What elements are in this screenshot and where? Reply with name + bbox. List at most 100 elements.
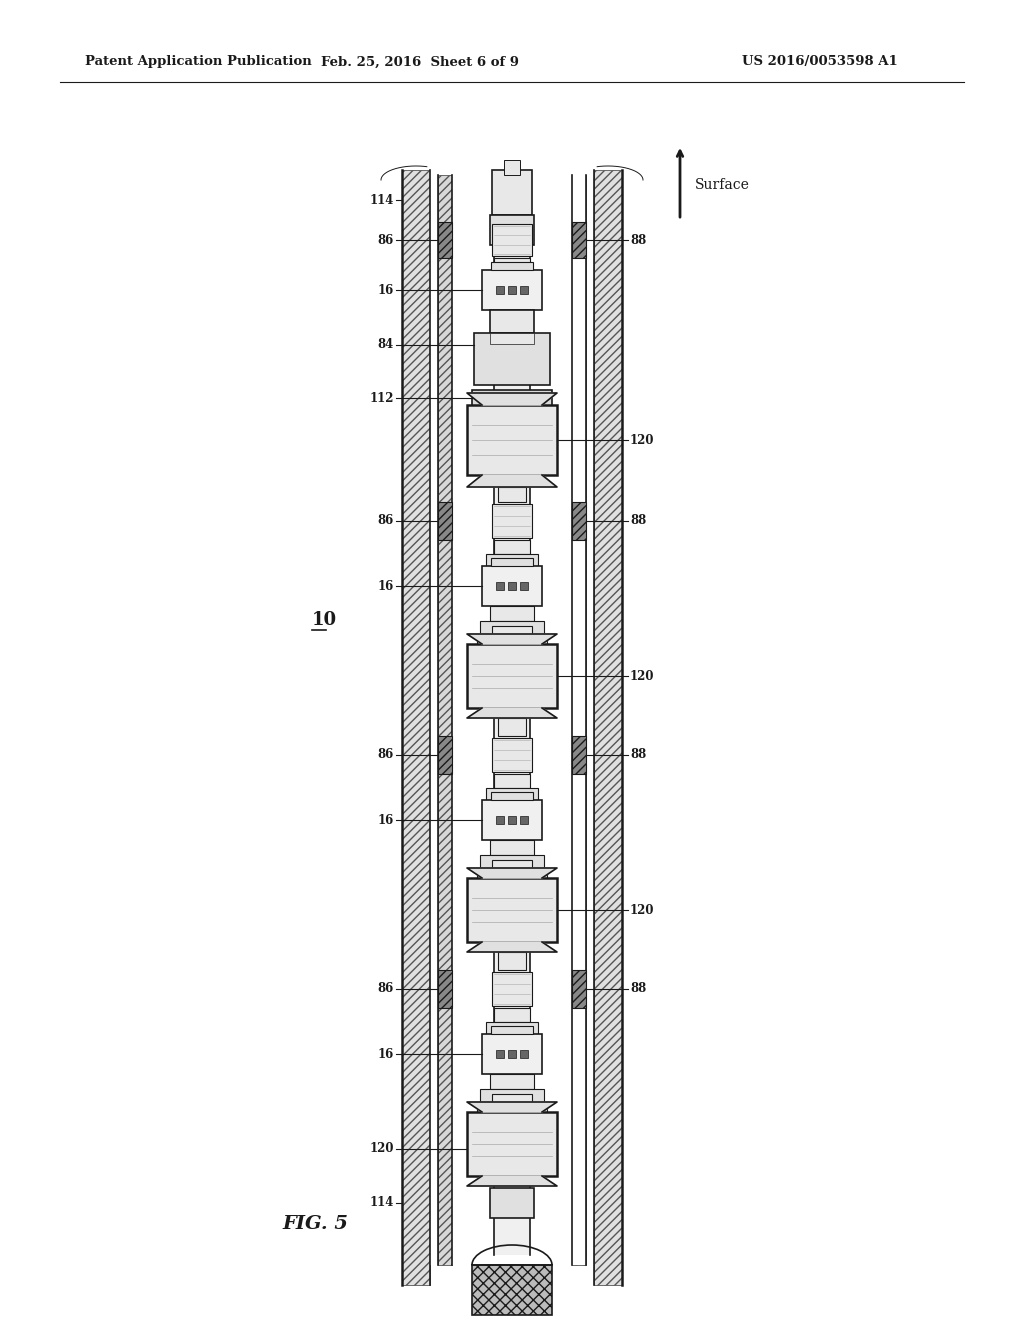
Bar: [438, 970, 452, 1008]
Bar: [594, 170, 622, 1284]
Bar: [490, 215, 534, 246]
Bar: [508, 1049, 516, 1059]
Bar: [482, 566, 542, 606]
Text: 112: 112: [370, 392, 394, 404]
Text: 88: 88: [630, 234, 646, 247]
Bar: [467, 1111, 557, 1176]
Bar: [486, 276, 538, 290]
Bar: [490, 558, 534, 566]
Bar: [486, 1022, 538, 1034]
Bar: [494, 215, 530, 1255]
Bar: [467, 644, 557, 708]
Text: Feb. 25, 2016  Sheet 6 of 9: Feb. 25, 2016 Sheet 6 of 9: [321, 55, 519, 69]
Bar: [520, 1049, 528, 1059]
Text: 86: 86: [378, 515, 394, 528]
Bar: [474, 333, 550, 385]
Text: 86: 86: [378, 748, 394, 762]
Bar: [492, 224, 532, 256]
Bar: [402, 170, 430, 1284]
Bar: [572, 970, 586, 1008]
Bar: [508, 286, 516, 294]
Polygon shape: [467, 634, 557, 644]
Text: FIG. 5: FIG. 5: [282, 1214, 348, 1233]
Polygon shape: [467, 1102, 557, 1111]
Bar: [480, 620, 544, 636]
Bar: [482, 271, 542, 310]
Bar: [498, 718, 526, 737]
Bar: [492, 626, 532, 644]
Polygon shape: [467, 1176, 557, 1185]
Bar: [490, 606, 534, 620]
Bar: [482, 1034, 542, 1074]
Bar: [494, 540, 530, 554]
Bar: [494, 1008, 530, 1022]
Bar: [482, 408, 542, 418]
Bar: [492, 1094, 532, 1111]
Bar: [486, 554, 538, 566]
Text: 114: 114: [370, 1196, 394, 1209]
Polygon shape: [467, 942, 557, 952]
Bar: [492, 972, 532, 1006]
Bar: [504, 160, 520, 176]
Bar: [480, 855, 544, 870]
Bar: [472, 389, 552, 408]
Bar: [572, 737, 586, 774]
Bar: [482, 800, 542, 840]
Bar: [452, 176, 586, 1265]
Bar: [586, 170, 594, 1265]
Bar: [477, 636, 547, 644]
Bar: [492, 504, 532, 539]
Bar: [496, 582, 504, 590]
Polygon shape: [467, 869, 557, 878]
Bar: [520, 286, 528, 294]
Bar: [572, 176, 586, 1265]
Bar: [438, 737, 452, 774]
Bar: [494, 257, 530, 276]
Bar: [496, 286, 504, 294]
Text: 16: 16: [378, 284, 394, 297]
Text: Patent Application Publication: Patent Application Publication: [85, 55, 311, 69]
Text: 16: 16: [378, 579, 394, 593]
Bar: [490, 792, 534, 800]
Text: Surface: Surface: [695, 178, 750, 191]
Bar: [498, 487, 526, 502]
Text: 120: 120: [630, 903, 654, 916]
Polygon shape: [467, 393, 557, 405]
Bar: [496, 1049, 504, 1059]
Bar: [467, 878, 557, 942]
Text: 88: 88: [630, 748, 646, 762]
Text: 88: 88: [630, 982, 646, 995]
Bar: [572, 222, 586, 257]
Bar: [472, 1265, 552, 1315]
Bar: [430, 170, 438, 1265]
Bar: [498, 952, 526, 970]
Bar: [494, 774, 530, 788]
Bar: [438, 176, 452, 1265]
Bar: [477, 870, 547, 878]
Text: 16: 16: [378, 1048, 394, 1060]
Bar: [467, 405, 557, 475]
Text: 16: 16: [378, 813, 394, 826]
Bar: [490, 1188, 534, 1218]
Bar: [508, 582, 516, 590]
Bar: [486, 788, 538, 800]
Bar: [520, 582, 528, 590]
Text: 120: 120: [370, 1143, 394, 1155]
Bar: [492, 861, 532, 878]
Bar: [520, 816, 528, 824]
Bar: [438, 222, 452, 257]
Bar: [477, 1104, 547, 1111]
Text: 114: 114: [370, 194, 394, 206]
Bar: [480, 1089, 544, 1104]
Text: 84: 84: [378, 338, 394, 351]
Text: 86: 86: [378, 234, 394, 247]
Text: 86: 86: [378, 982, 394, 995]
Bar: [492, 170, 532, 215]
Bar: [572, 502, 586, 540]
Bar: [490, 840, 534, 855]
Text: 88: 88: [630, 515, 646, 528]
Bar: [490, 1074, 534, 1089]
Bar: [508, 816, 516, 824]
Polygon shape: [467, 475, 557, 487]
Bar: [490, 333, 534, 343]
